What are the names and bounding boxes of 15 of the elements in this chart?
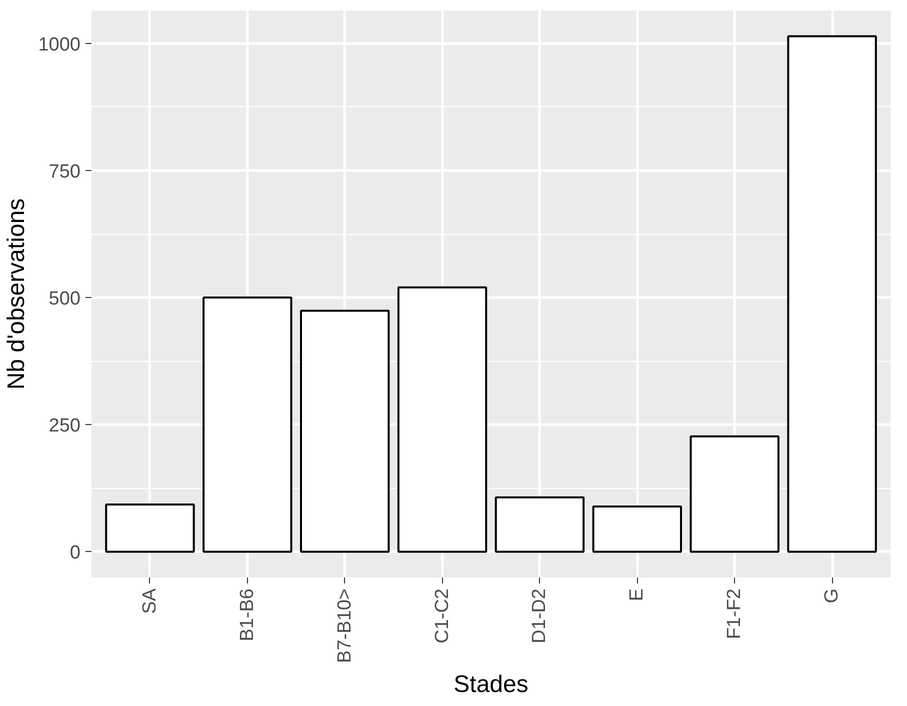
x-tick-label: C1-C2 [432,588,453,644]
x-tick-label: E [626,588,648,602]
y-tick-label: 750 [48,161,80,182]
y-tick-label: 250 [48,416,80,437]
x-tick-label: B1-B6 [236,588,258,642]
x-tick-label: SA [139,588,160,614]
x-tick-label: F1-F2 [724,588,746,640]
y-tick-label: 500 [48,288,80,310]
y-tick-label: 1000 [38,34,81,56]
x-tick-label: G [822,588,843,604]
y-tick-label: 0 [70,542,81,564]
x-axis-title: Stades [454,670,528,698]
x-tick-label: B7-B10> [334,588,356,663]
y-axis-title: Nb d'observations [3,198,30,390]
x-tick-label: D1-D2 [529,588,550,644]
